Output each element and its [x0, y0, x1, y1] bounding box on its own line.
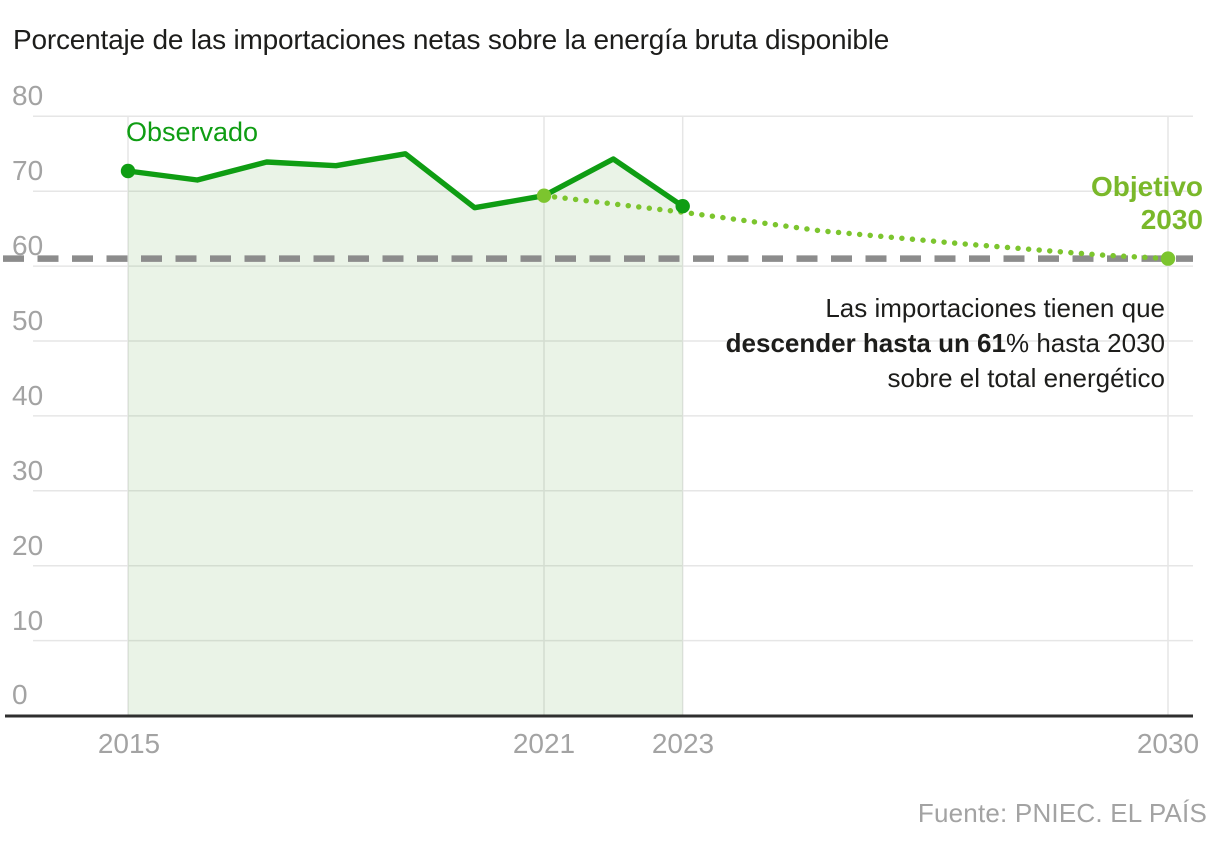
- annotation-line-2: descender hasta un 61% hasta 2030: [726, 326, 1165, 361]
- y-tick-label: 70: [12, 155, 44, 186]
- observed-shaded-area: [128, 153, 683, 716]
- annotation-line-1: Las importaciones tienen que: [825, 293, 1165, 323]
- y-tick-label: 0: [12, 679, 28, 710]
- x-tick-label: 2015: [97, 728, 161, 759]
- x-tick-label: 2023: [651, 728, 715, 759]
- objetivo-line-1: Objetivo: [1090, 171, 1203, 202]
- objective-dotted-line: [541, 193, 1171, 262]
- annotation-bold-text: descender hasta un 61: [725, 328, 1006, 358]
- y-tick-label: 50: [12, 305, 44, 336]
- annotation-line-3: sobre el total energético: [887, 363, 1165, 393]
- annotation-regular-text: % hasta 2030: [1005, 328, 1165, 358]
- y-tick-label: 30: [12, 455, 44, 486]
- chart-title: Porcentaje de las importaciones netas so…: [13, 24, 890, 55]
- observed-line: [125, 151, 686, 211]
- y-tick-label: 60: [12, 230, 44, 261]
- x-tick-label: 2030: [1136, 728, 1200, 759]
- objetivo-line-2: 2030: [1140, 204, 1203, 235]
- series-label-objetivo-2030: Objetivo 2030: [1091, 170, 1203, 236]
- y-tick-label: 80: [12, 80, 44, 111]
- source-credit: Fuente: PNIEC. EL PAÍS: [917, 798, 1207, 828]
- y-tick-label: 40: [12, 380, 44, 411]
- series-label-observado: Observado: [126, 117, 259, 147]
- x-tick-label: 2021: [512, 728, 576, 759]
- annotation: Las importaciones tienen que descender h…: [726, 291, 1165, 396]
- data-point-markers: [120, 163, 1176, 266]
- y-tick-label: 20: [12, 530, 44, 561]
- y-tick-label: 10: [12, 605, 44, 636]
